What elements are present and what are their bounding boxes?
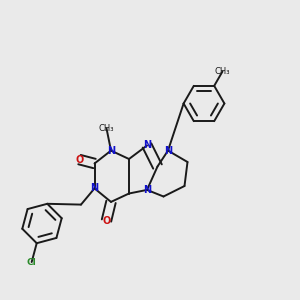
Text: CH₃: CH₃ <box>99 124 114 133</box>
Text: N: N <box>143 140 151 151</box>
Text: N: N <box>90 183 99 194</box>
Text: Cl: Cl <box>27 257 37 266</box>
Text: N: N <box>164 146 172 156</box>
Text: O: O <box>75 154 84 165</box>
Text: N: N <box>143 185 151 195</box>
Text: O: O <box>102 215 111 226</box>
Text: CH₃: CH₃ <box>215 67 230 76</box>
Text: N: N <box>107 146 115 156</box>
